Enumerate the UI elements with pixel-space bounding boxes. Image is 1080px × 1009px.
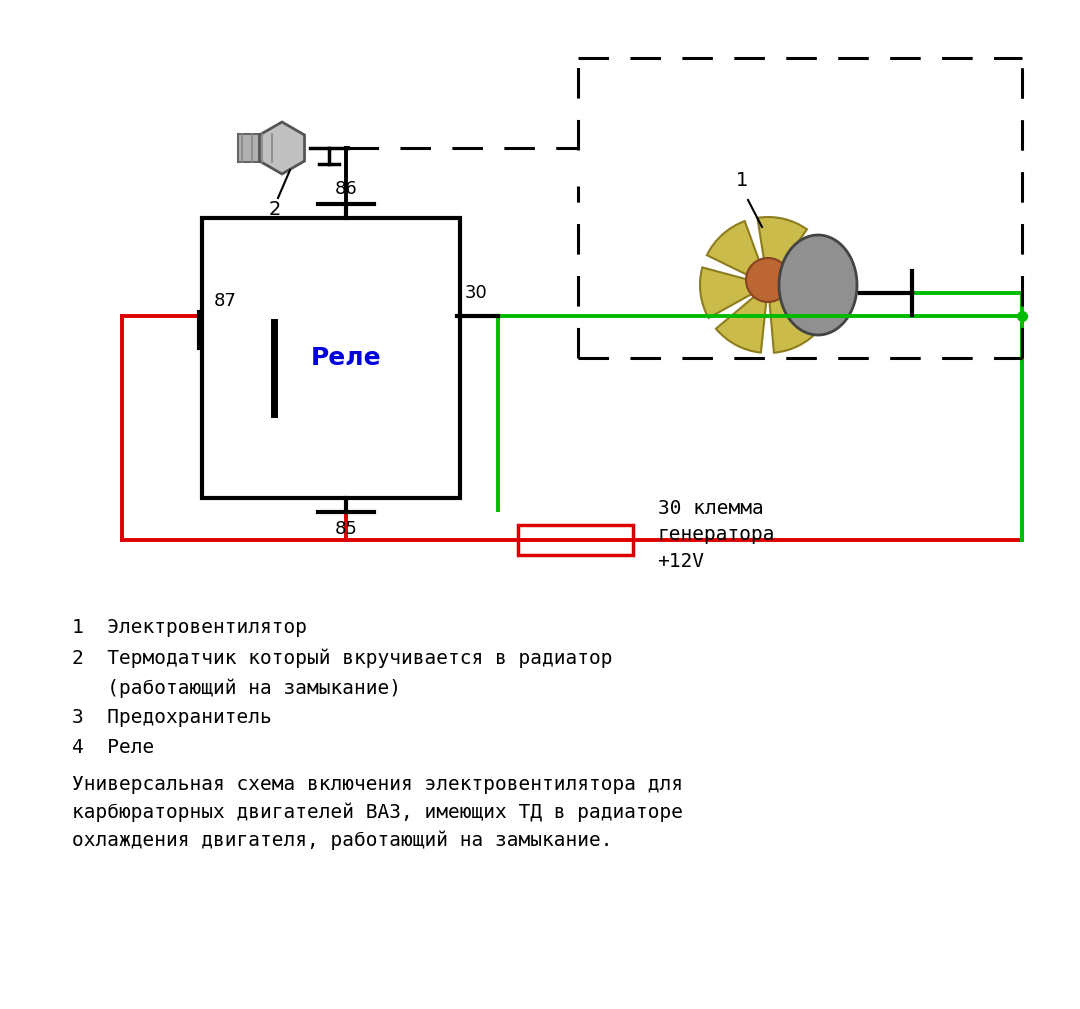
Text: 4  Реле: 4 Реле: [72, 738, 154, 757]
Wedge shape: [757, 217, 807, 285]
Wedge shape: [768, 285, 820, 353]
Text: 87: 87: [214, 292, 237, 310]
Text: Универсальная схема включения электровентилятора для
карбюраторных двигателей ВА: Универсальная схема включения электровен…: [72, 775, 683, 850]
Text: (работающий на замыкание): (работающий на замыкание): [72, 678, 401, 697]
Text: 86: 86: [335, 180, 357, 198]
Text: 1  Электровентилятор: 1 Электровентилятор: [72, 618, 307, 637]
Wedge shape: [716, 285, 768, 352]
Wedge shape: [700, 267, 768, 318]
Text: 2  Термодатчик который вкручивается в радиатор: 2 Термодатчик который вкручивается в рад…: [72, 648, 612, 668]
Ellipse shape: [779, 235, 858, 335]
Text: 30: 30: [465, 285, 488, 303]
Text: 30 клемма
генератора
+12V: 30 клемма генератора +12V: [658, 499, 775, 571]
Bar: [517, 525, 633, 555]
Wedge shape: [707, 221, 768, 285]
Polygon shape: [259, 122, 305, 174]
Bar: [202, 218, 460, 498]
Bar: [238, 134, 282, 162]
Text: Реле: Реле: [311, 346, 381, 370]
Circle shape: [746, 258, 789, 302]
Wedge shape: [768, 268, 836, 319]
Text: 2: 2: [269, 200, 281, 219]
Text: 1: 1: [735, 171, 748, 190]
Text: 3  Предохранитель: 3 Предохранитель: [72, 708, 272, 727]
Text: 85: 85: [335, 520, 357, 538]
Wedge shape: [768, 238, 836, 285]
